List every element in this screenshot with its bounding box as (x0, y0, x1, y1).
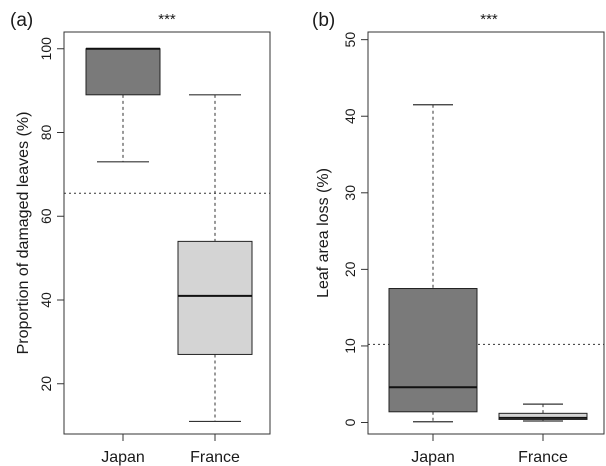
box-france (498, 403, 588, 422)
significance-label: *** (480, 11, 498, 28)
box-japan (388, 104, 478, 423)
box-japan (85, 47, 161, 163)
panel-b: (b) *** 0 10 20 30 40 50 Leaf area loss (%) Japan… (312, 10, 605, 466)
x-tick-label: France (190, 449, 240, 466)
y-tick-label: 20 (342, 261, 358, 277)
y-axis-label: Leaf area loss (%) (315, 168, 332, 298)
panel-label: (b) (312, 10, 335, 31)
box-iqr (388, 288, 478, 413)
panel-a: (a) *** 20 40 60 80 100 Proportion of damaged l… (10, 10, 271, 466)
y-tick-label: 50 (342, 32, 358, 48)
box-iqr (85, 48, 161, 96)
y-tick-label: 40 (342, 108, 358, 124)
panel-label: (a) (10, 10, 33, 31)
y-tick-label: 60 (38, 208, 54, 224)
y-tick-label: 0 (342, 418, 358, 426)
y-tick-label: 10 (342, 338, 358, 354)
y-tick-label: 20 (38, 376, 54, 392)
y-tick-label: 100 (38, 37, 54, 61)
y-tick-label: 30 (342, 185, 358, 201)
y-axis-label: Proportion of damaged leaves (%) (15, 112, 32, 355)
x-tick-label: Japan (101, 449, 145, 466)
plot-frame (367, 31, 605, 435)
y-tick-label: 40 (38, 292, 54, 308)
box-france (177, 94, 253, 423)
x-tick-label: France (518, 449, 568, 466)
box-iqr (177, 240, 253, 355)
plot-frame (63, 31, 271, 435)
box-iqr (498, 412, 588, 420)
y-tick-label: 80 (38, 125, 54, 141)
significance-label: *** (158, 11, 176, 28)
x-tick-label: Japan (411, 449, 455, 466)
